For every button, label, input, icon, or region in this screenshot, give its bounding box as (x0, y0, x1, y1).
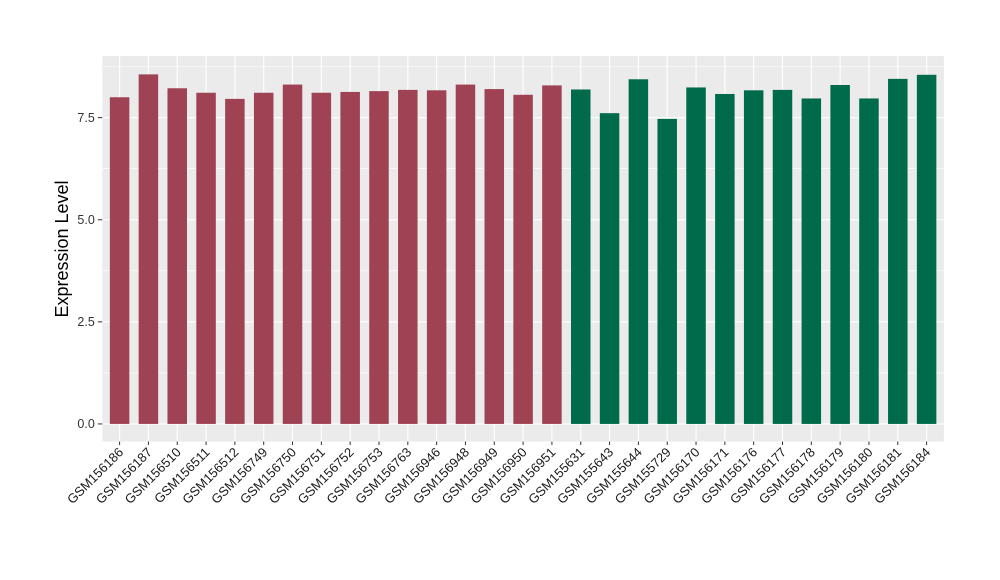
bar-GSM156510 (167, 88, 187, 424)
y-tick-label: 7.5 (77, 111, 94, 125)
bar-GSM155643 (599, 113, 620, 424)
bar-GSM155631 (570, 89, 591, 424)
bar-GSM156178 (801, 98, 822, 424)
bar-GSM156951 (542, 85, 562, 424)
bar-GSM156181 (888, 78, 908, 424)
bar-GSM156751 (311, 92, 332, 424)
bar-GSM156180 (859, 98, 879, 424)
bar-GSM156179 (830, 84, 850, 424)
bar-GSM156750 (282, 84, 303, 424)
bar-GSM156946 (426, 90, 447, 424)
y-axis-labels: 0.0 2.5 5.0 7.5 (77, 111, 94, 431)
bar-GSM156187 (138, 74, 159, 424)
bar-GSM156176 (743, 90, 764, 424)
bar-GSM156753 (369, 91, 389, 424)
bar-GSM156949 (484, 89, 505, 424)
bar-GSM155644 (628, 79, 649, 424)
x-axis-labels: GSM156186GSM156187GSM156510GSM156511GSM1… (64, 445, 933, 507)
bar-GSM156763 (398, 89, 418, 424)
bar-GSM156186 (109, 97, 130, 424)
y-tick-label: 2.5 (77, 315, 94, 329)
bar-GSM156749 (253, 92, 274, 424)
y-tick-label: 5.0 (77, 213, 94, 227)
bar-GSM156171 (715, 93, 735, 424)
y-tick-label: 0.0 (77, 417, 94, 431)
bar-GSM156950 (513, 94, 533, 424)
bar-GSM156184 (916, 74, 937, 424)
bar-GSM156948 (455, 84, 476, 424)
bar-GSM156170 (686, 87, 706, 424)
y-axis-tick-marks (97, 117, 103, 425)
bar-GSM155729 (657, 118, 677, 424)
bars-group (109, 74, 937, 424)
bar-GSM156752 (340, 91, 360, 424)
y-axis-title: Expression Level (52, 180, 72, 317)
x-axis-tick-marks (119, 441, 928, 445)
bar-GSM156512 (225, 98, 245, 424)
bar-GSM156511 (196, 92, 216, 424)
bar-GSM156177 (772, 89, 793, 424)
